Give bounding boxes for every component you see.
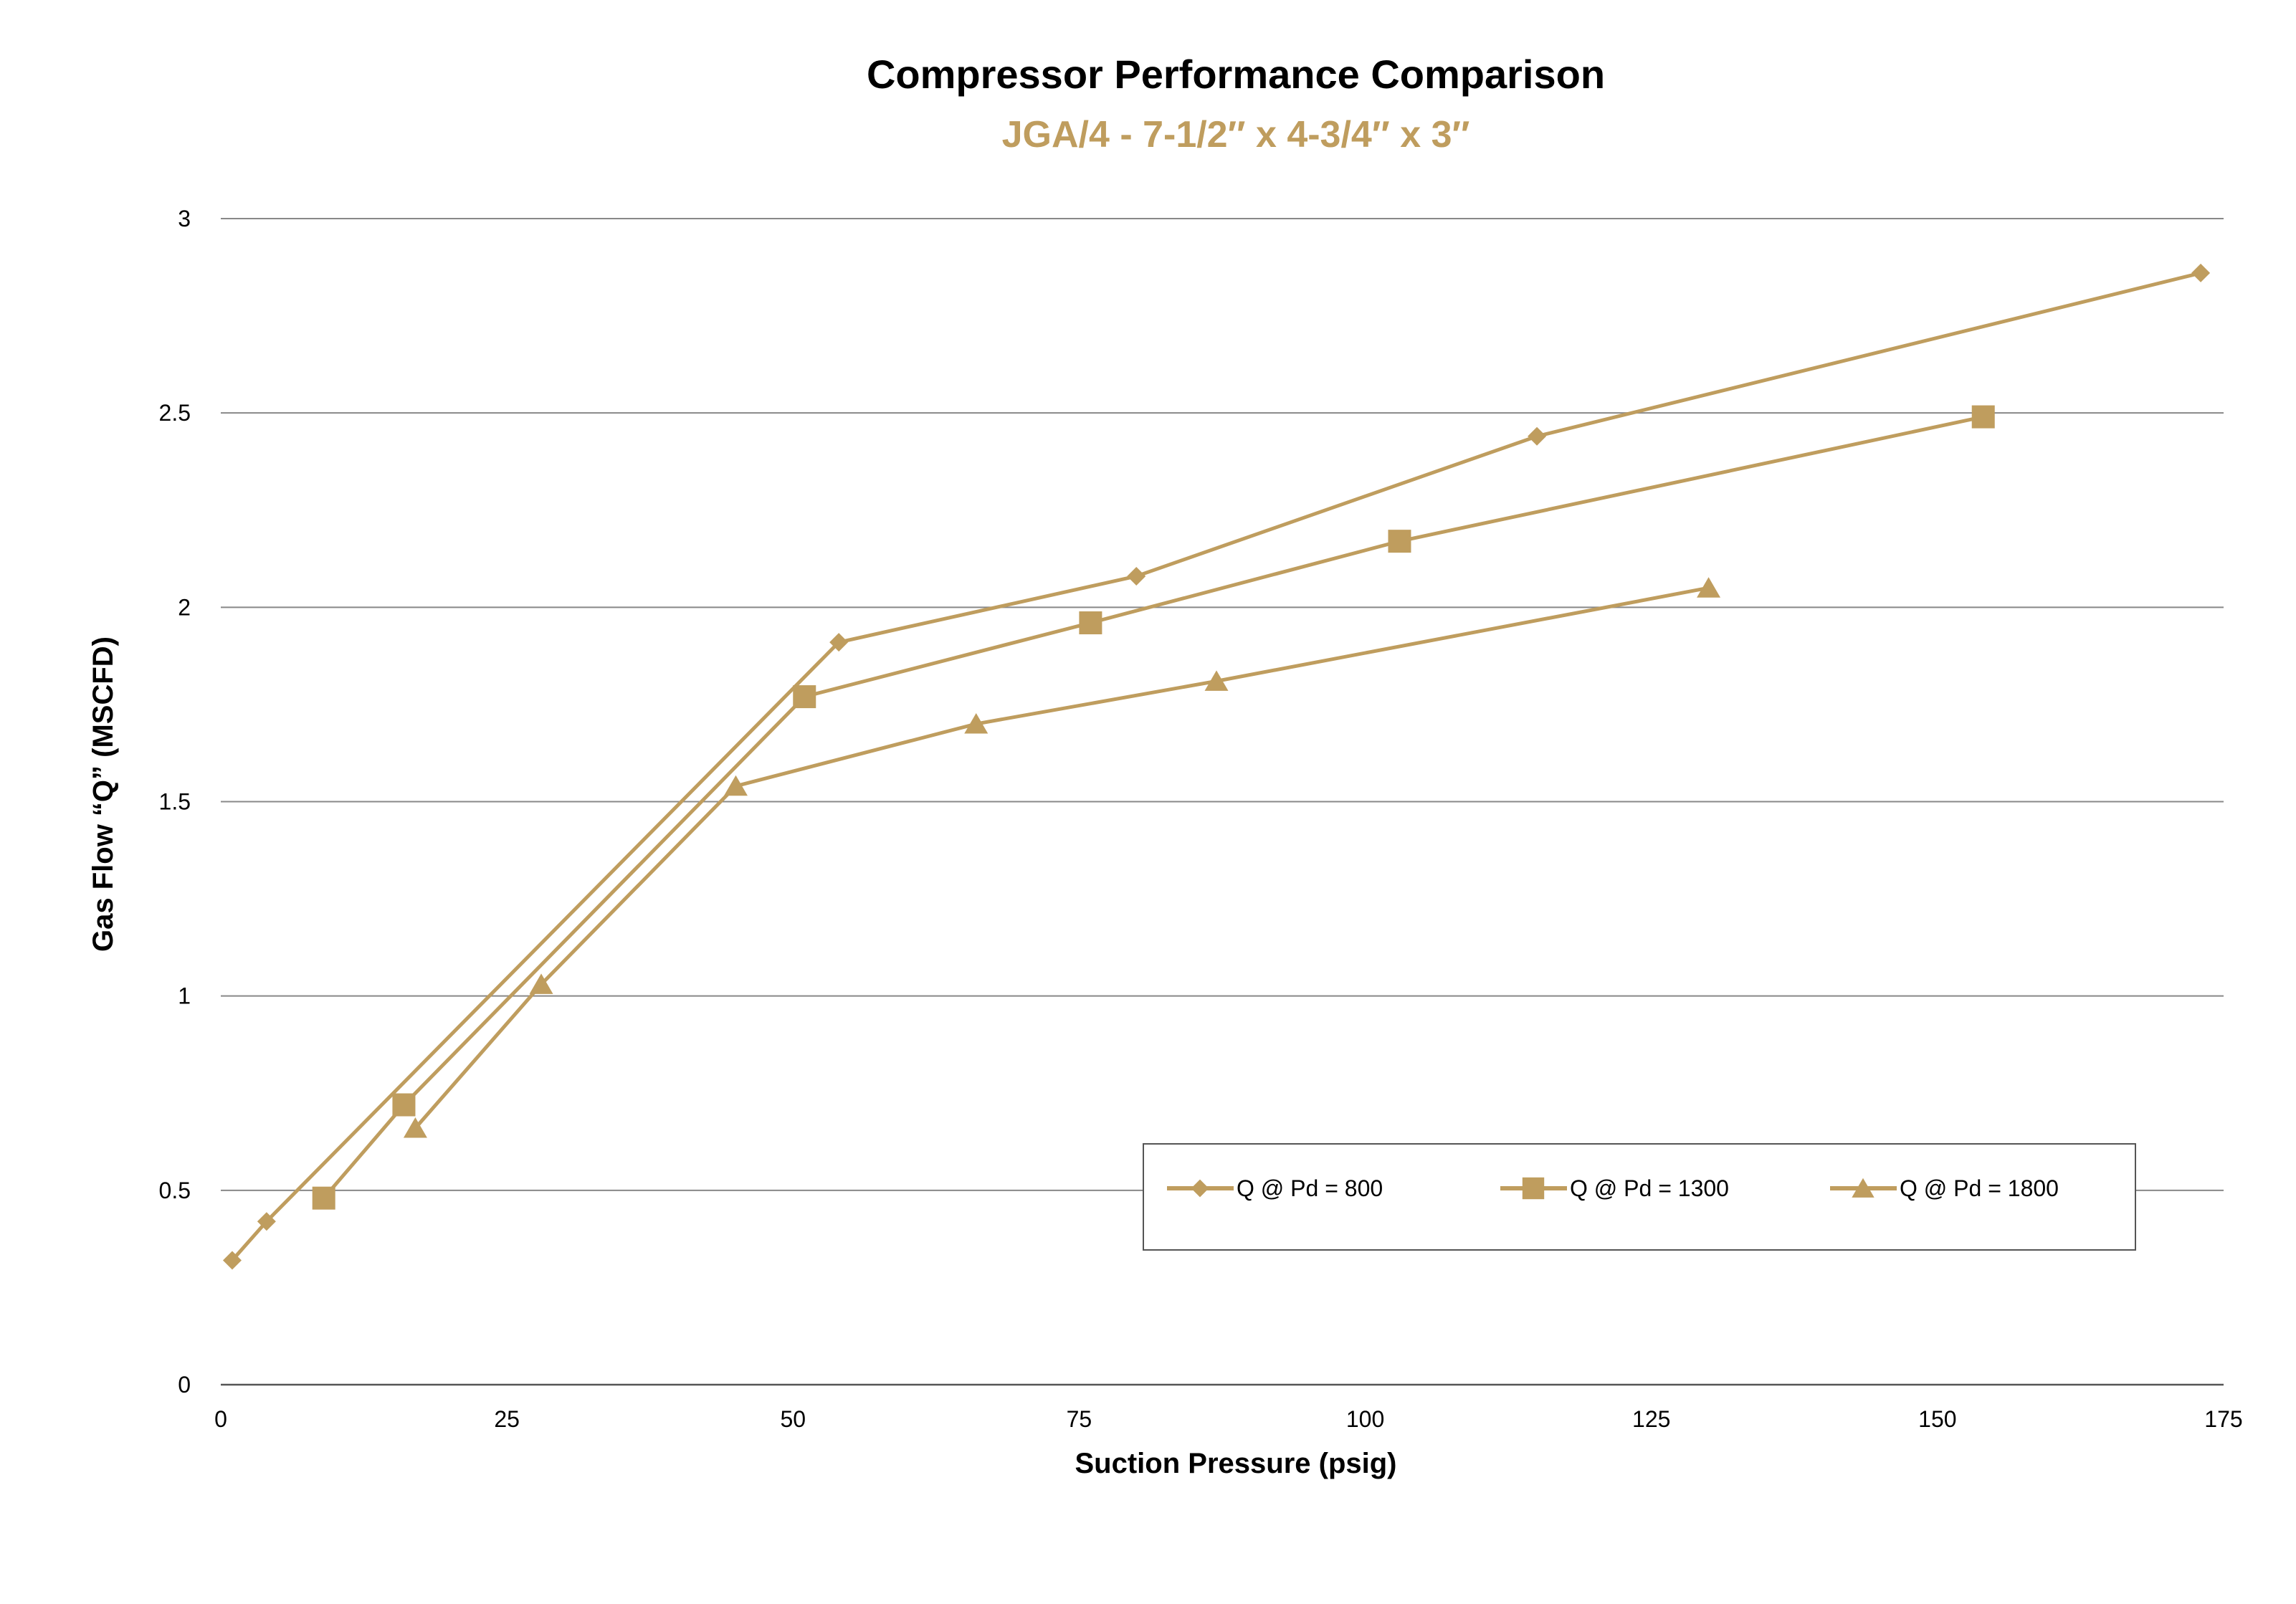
y-tick-label: 1: [178, 983, 191, 1009]
series-3: [403, 577, 1721, 1138]
legend-label: Q @ Pd = 1300: [1570, 1175, 1729, 1201]
data-point-square: [1522, 1177, 1545, 1200]
series-line: [414, 586, 1710, 1130]
data-point-diamond: [1127, 566, 1146, 586]
data-point-triangle: [1852, 1178, 1875, 1198]
y-tick-label: 0: [178, 1372, 191, 1398]
x-tick-label: 100: [1346, 1406, 1384, 1432]
data-point-triangle: [403, 1117, 427, 1138]
y-tick-label: 2.5: [159, 400, 191, 426]
legend-label: Q @ Pd = 800: [1237, 1175, 1383, 1201]
data-point-diamond: [2191, 263, 2211, 282]
data-point-triangle: [723, 775, 748, 796]
data-point-diamond: [222, 1251, 242, 1270]
x-tick-label: 50: [780, 1406, 806, 1432]
x-tick-label: 25: [494, 1406, 520, 1432]
data-point-triangle: [529, 973, 553, 994]
x-tick-labels: 0 25 50 75 100 125 150 175: [214, 1406, 2243, 1432]
data-point-square: [312, 1186, 335, 1210]
legend-item-2: Q @ Pd = 1300: [1500, 1175, 1729, 1201]
legend-item-1: Q @ Pd = 800: [1167, 1175, 1383, 1201]
data-point-triangle: [1697, 577, 1721, 598]
y-tick-label: 0.5: [159, 1178, 191, 1203]
series-1: [222, 263, 2211, 1270]
data-point-diamond: [1528, 426, 1547, 446]
y-tick-label: 1.5: [159, 789, 191, 815]
series-line: [322, 415, 1984, 1200]
y-tick-labels: 0 0.5 1 1.5 2 2.5 3: [159, 206, 191, 1398]
legend-item-3: Q @ Pd = 1800: [1830, 1175, 2059, 1201]
x-tick-label: 150: [1918, 1406, 1956, 1432]
data-point-square: [392, 1093, 416, 1117]
legend: Q @ Pd = 800 Q @ Pd = 1300 Q @ Pd = 1800: [1143, 1143, 2136, 1251]
x-tick-label: 0: [214, 1406, 227, 1432]
series-2: [312, 405, 1995, 1210]
data-point-square: [1079, 611, 1102, 635]
data-point-triangle: [1204, 670, 1229, 691]
legend-box: [1143, 1143, 2136, 1251]
legend-label: Q @ Pd = 1800: [1900, 1175, 2059, 1201]
data-point-diamond: [1191, 1179, 1209, 1198]
y-tick-label: 3: [178, 206, 191, 231]
data-point-square: [793, 685, 816, 709]
x-tick-label: 125: [1632, 1406, 1670, 1432]
data-point-diamond: [829, 633, 849, 652]
x-tick-label: 175: [2204, 1406, 2242, 1432]
series-line: [231, 271, 2201, 1262]
data-point-diamond: [257, 1212, 276, 1231]
grid-lines: [221, 218, 2224, 1386]
series-group: [222, 263, 2211, 1270]
chart-subtitle: JGA/4 - 7-1/2″ x 4-3/4″ x 3″: [1002, 114, 1470, 156]
chart-title: Compressor Performance Comparison: [867, 52, 1605, 97]
data-point-triangle: [964, 713, 989, 734]
y-axis-label: Gas Flow “Q” (MSCFD): [87, 636, 119, 952]
x-tick-label: 75: [1067, 1406, 1092, 1432]
y-tick-label: 2: [178, 594, 191, 620]
data-point-square: [1388, 530, 1411, 553]
data-point-square: [1971, 405, 1995, 429]
x-axis-label: Suction Pressure (psig): [1075, 1448, 1397, 1479]
